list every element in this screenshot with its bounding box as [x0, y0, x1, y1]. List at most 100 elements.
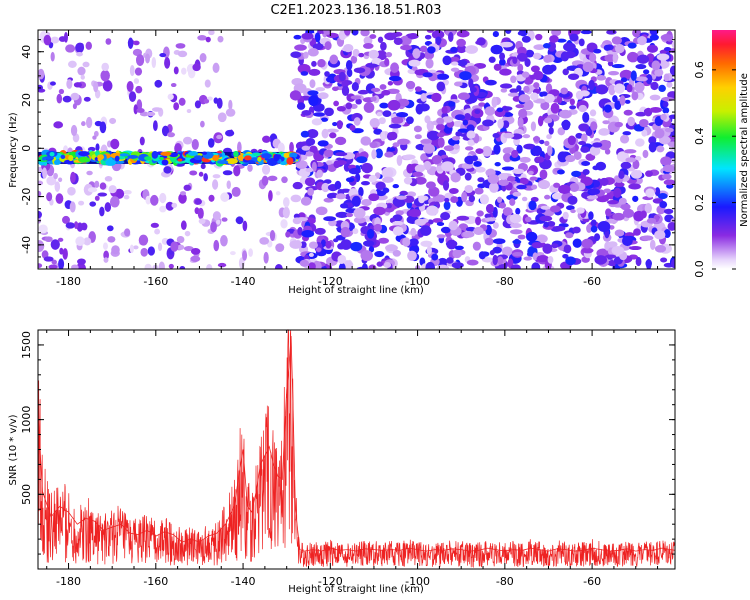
spectrogram-cell: [604, 254, 617, 259]
spectrogram-cell: [352, 48, 360, 57]
spectrogram-cell: [482, 119, 494, 127]
spectrogram-cell: [573, 151, 582, 160]
spectrogram-cell: [387, 147, 396, 152]
spectrogram-cell: [551, 30, 562, 37]
spectrogram-cell: [459, 71, 472, 81]
spectrogram-cell: [474, 109, 481, 115]
spectrogram-cell: [641, 129, 648, 137]
spectrogram-band-cell: [226, 158, 238, 165]
spectrogram-cell: [340, 239, 352, 250]
spectrogram-x-axis: -180 -160 -140 -120 -100 -80 -60: [46, 30, 659, 288]
spectrogram-cell: [212, 62, 220, 74]
spectrogram-cell: [428, 69, 437, 74]
snr-x-tick-label: -160: [143, 575, 168, 588]
spectrogram-cell: [159, 53, 167, 58]
spectrogram-cell: [481, 145, 493, 157]
spectrogram-cell: [109, 196, 120, 208]
spectrogram-cell: [571, 170, 582, 177]
spectrogram-cell: [517, 31, 525, 36]
spectrogram-band-cell: [105, 159, 116, 166]
spectrogram-cell: [570, 209, 576, 214]
spectrogram-cell: [78, 200, 85, 206]
spectrogram-cell: [382, 187, 390, 194]
spectrogram-cell: [660, 34, 674, 41]
spectrogram-cell: [338, 71, 346, 82]
spectrogram-cell: [662, 107, 670, 114]
spectrogram-cell: [602, 120, 610, 125]
spectrogram-cell: [501, 166, 515, 171]
spectrogram-cell: [643, 69, 650, 75]
spectrogram-cell: [190, 255, 201, 262]
spectrogram-cell: [300, 71, 309, 76]
spectrogram-cell: [340, 226, 351, 238]
spectrogram-cell: [382, 176, 394, 183]
spectrogram-cell: [289, 90, 302, 101]
spectrogram-cell: [159, 205, 167, 213]
spectrogram-band-cell: [53, 159, 61, 165]
spectrogram-cell: [499, 68, 512, 76]
spectrogram-cell: [645, 170, 653, 177]
spectrogram-cell: [290, 51, 302, 58]
spectrogram-cell: [380, 130, 386, 142]
spectrogram-cell: [385, 244, 398, 252]
spectrogram-cell: [111, 245, 120, 255]
spectrogram-cell: [138, 234, 149, 246]
spectrogram-cell: [488, 56, 496, 63]
spectrogram-cell: [422, 143, 436, 154]
spectrogram-cell: [87, 187, 98, 193]
spectrogram-cell: [494, 161, 501, 167]
spectrogram-cell: [452, 249, 462, 259]
spectrogram-cell: [472, 241, 481, 251]
spectrogram-cell: [590, 225, 598, 233]
spectrogram-cell: [304, 177, 316, 187]
spectrogram-cell: [420, 45, 428, 53]
spectrogram-cell: [614, 182, 625, 188]
spectrogram-cell: [462, 119, 469, 126]
spectrogram-cell: [38, 68, 45, 80]
spectrogram-cell: [332, 122, 338, 127]
spectrogram-cell: [381, 89, 391, 96]
spectrogram-cell: [565, 256, 576, 266]
spectrogram-cell: [345, 177, 355, 183]
spectrogram-cell: [289, 240, 303, 249]
spectrogram-cell: [368, 174, 377, 183]
spectrogram-cell: [605, 208, 612, 217]
spectrogram-cell: [590, 121, 598, 131]
spectrogram-cell: [267, 175, 278, 182]
spectrogram-cell: [335, 211, 349, 218]
spectrogram-cell: [353, 117, 361, 126]
spectrogram-cell: [567, 73, 580, 80]
spectrogram-cell: [654, 245, 667, 253]
spectrogram-band-cell: [49, 152, 55, 157]
spectrogram-cell: [46, 176, 57, 186]
spectrogram-cell: [38, 263, 43, 269]
colorbar: 0.0 0.2 0.4 0.6 Normalized spectral amplitu…: [693, 30, 750, 278]
spectrogram-band-cell: [114, 155, 120, 162]
spectrogram-cell: [46, 192, 53, 202]
spectrogram-cell: [456, 59, 468, 67]
spectrogram-cell: [635, 64, 647, 70]
spectrogram-cell: [440, 211, 451, 221]
spectrogram-cell: [392, 142, 400, 148]
spectrogram-cell: [58, 88, 65, 95]
spectrogram-cell: [499, 58, 506, 67]
spectrogram-cell: [454, 114, 466, 121]
spectrogram-cell: [388, 123, 402, 129]
spectrogram-cell: [324, 107, 334, 117]
spectrogram-cell: [557, 169, 565, 175]
spectrogram-cell: [67, 60, 77, 68]
spectrogram-x-tick-label: -100: [405, 275, 430, 288]
spectrogram-cell: [441, 161, 454, 172]
spectrogram-cell: [70, 171, 76, 184]
spectrogram-cell: [324, 149, 334, 158]
spectrogram-cell: [42, 167, 48, 179]
spectrogram-cell: [612, 95, 618, 103]
spectrogram-band-cell: [78, 156, 91, 163]
spectrogram-cell: [38, 211, 42, 219]
spectrogram-cell: [598, 128, 610, 136]
spectrogram-cell: [627, 42, 637, 49]
spectrogram-cell: [451, 262, 464, 269]
spectrogram-band-cell: [233, 150, 239, 158]
spectrogram-cell: [307, 187, 314, 196]
spectrogram-cell: [432, 154, 442, 165]
